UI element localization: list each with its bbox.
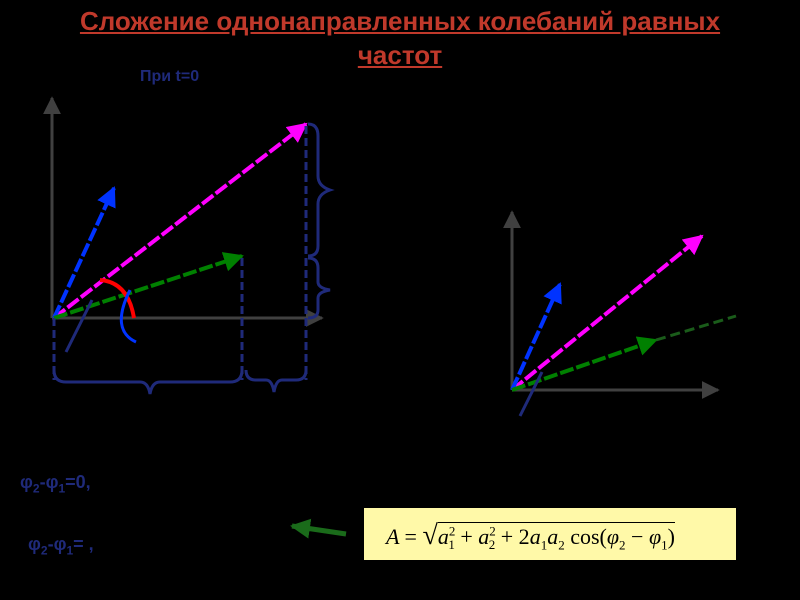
left-brace-bottom-1 (52, 369, 244, 395)
left-vector-a1 (52, 186, 116, 319)
left-brace-bottom-2 (244, 369, 308, 393)
pointer-arrow (290, 518, 347, 539)
left-phasor-diagram (43, 96, 335, 395)
left-angle-red-arc (99, 278, 136, 319)
right-phase-tick (518, 371, 544, 417)
slide-title: Сложение однонаправленных колебаний равн… (0, 4, 800, 72)
right-vector-a2 (511, 336, 658, 392)
right-dashed-extension (655, 314, 737, 342)
condition-zero: φ2-φ1=0, (20, 472, 91, 496)
left-vector-a2 (53, 252, 244, 320)
title-line-2: частот (357, 40, 443, 70)
left-brace-right-1 (307, 122, 335, 258)
left-resultant-vector (52, 122, 308, 320)
left-angle-blue-arc (119, 289, 137, 344)
right-resultant-vector (510, 234, 704, 392)
amplitude-formula: A = √a21 + a22 + 2a1a2 cos(φ2 − φ1) (386, 520, 675, 553)
amplitude-formula-box: A = √a21 + a22 + 2a1a2 cos(φ2 − φ1) (364, 508, 736, 560)
time-zero-label: При t=0 (140, 68, 200, 85)
right-phasor-diagram (503, 210, 737, 417)
left-phase-tick (64, 299, 94, 353)
title-line-1: Сложение однонаправленных колебаний равн… (79, 6, 721, 36)
right-vector-a1 (510, 282, 562, 391)
left-brace-right-2 (307, 256, 331, 320)
condition-second: φ2-φ1= , (28, 534, 94, 558)
